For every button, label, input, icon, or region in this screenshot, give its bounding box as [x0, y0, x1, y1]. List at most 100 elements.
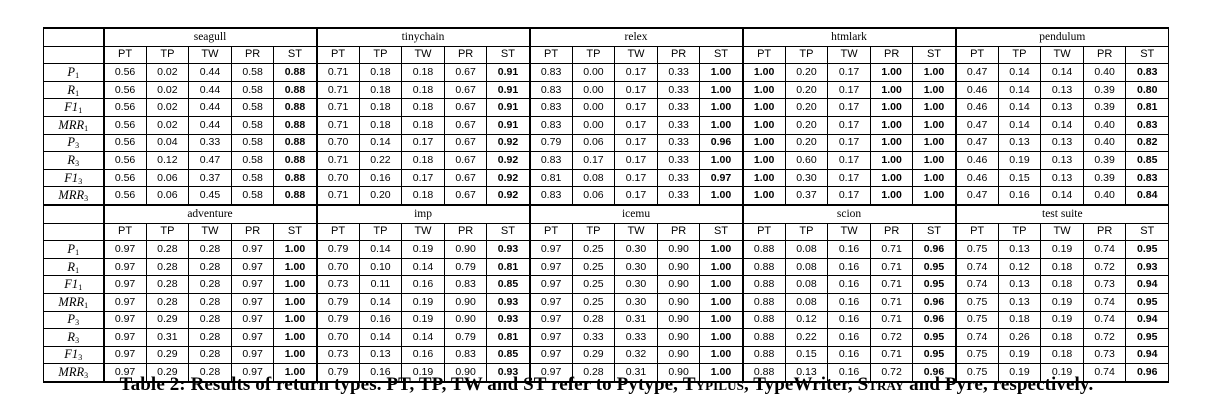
table-cell: 0.88: [741, 345, 786, 365]
table-cell: 0.47: [954, 186, 999, 206]
table-cell: 0.20: [784, 98, 829, 117]
row-label: P1: [43, 63, 105, 82]
table-cell: 0.16: [827, 310, 871, 330]
table-caption: Table 2: Results of return types. PT, TP…: [0, 374, 1213, 396]
table-cell: 0.17: [827, 98, 871, 117]
project-header: tinychain: [315, 27, 531, 47]
table-cell: 0.47: [188, 151, 232, 170]
table-cell: 0.44: [188, 80, 232, 100]
column-header: TP: [571, 45, 616, 65]
column-header: PT: [528, 45, 573, 65]
table-cell: 0.18: [358, 98, 403, 117]
table-cell: 0.97: [699, 168, 744, 188]
table-cell: 0.58: [230, 133, 275, 153]
table-cell: 0.95: [912, 328, 957, 347]
table-cell: 0.67: [443, 168, 488, 188]
table-cell: 0.70: [315, 133, 360, 153]
table-cell: 0.97: [103, 240, 147, 259]
table-cell: 0.94: [1125, 310, 1170, 330]
table-cell: 0.96: [912, 292, 957, 312]
row-metric-subscript: 3: [75, 335, 80, 345]
table-cell: 0.28: [188, 328, 232, 347]
table-cell: 0.79: [315, 292, 360, 312]
project-header: htmlark: [741, 27, 957, 47]
table-cell: 0.56: [103, 151, 147, 170]
table-cell: 0.17: [827, 168, 871, 188]
column-header: PR: [656, 222, 701, 242]
table-cell: 0.97: [230, 328, 275, 347]
table-cell: 0.95: [1125, 240, 1170, 259]
table-cell: 0.28: [188, 275, 232, 294]
table-cell: 0.30: [784, 168, 829, 188]
table-cell: 0.92: [486, 133, 531, 153]
table-cell: 0.18: [401, 186, 445, 206]
table-cell: 0.39: [1082, 168, 1127, 188]
table-cell: 0.85: [486, 345, 531, 365]
table-cell: 0.73: [315, 345, 360, 365]
row-metric: F1: [64, 170, 79, 185]
row-metric: MRR: [58, 188, 85, 203]
table-cell: 0.33: [656, 151, 701, 170]
table-cell: 0.97: [528, 275, 573, 294]
table-cell: 0.81: [528, 168, 573, 188]
table-cell: 0.39: [1082, 80, 1127, 100]
table-cell: 0.30: [614, 275, 658, 294]
table-cell: 0.83: [528, 115, 573, 135]
table-cell: 1.00: [912, 133, 957, 153]
table-cell: 1.00: [869, 168, 914, 188]
table-cell: 0.92: [486, 186, 531, 206]
project-header: test suite: [954, 203, 1170, 224]
table-cell: 0.13: [1040, 168, 1084, 188]
table-cell: 0.83: [443, 345, 488, 365]
table-cell: 1.00: [912, 168, 957, 188]
table-cell: 0.13: [1040, 98, 1084, 117]
table-cell: 0.12: [145, 151, 190, 170]
table-cell: 1.00: [912, 63, 957, 82]
table-cell: 0.46: [954, 151, 999, 170]
table-cell: 1.00: [912, 186, 957, 206]
table-cell: 0.28: [145, 257, 190, 277]
table-cell: 0.19: [401, 240, 445, 259]
row-label: F13: [43, 168, 105, 188]
table-cell: 0.74: [954, 328, 999, 347]
table-cell: 0.95: [912, 275, 957, 294]
table-cell: 0.25: [571, 240, 616, 259]
table-cell: 0.20: [358, 186, 403, 206]
table-cell: 0.70: [315, 257, 360, 277]
table-cell: 0.71: [315, 151, 360, 170]
row-metric: F1: [64, 347, 79, 362]
table-cell: 0.18: [358, 80, 403, 100]
table-cell: 0.93: [1125, 257, 1170, 277]
table-cell: 0.88: [741, 275, 786, 294]
table-cell: 0.17: [614, 168, 658, 188]
table-row: MRR3 0.56 0.06 0.45 0.58 0.88 0.71 0.20 0.18 0.67…: [43, 186, 1170, 206]
table-cell: 1.00: [869, 151, 914, 170]
table-cell: 0.18: [401, 151, 445, 170]
table-cell: 0.18: [1040, 257, 1084, 277]
table-row: R3 0.56 0.12 0.47 0.58 0.88 0.71 0.22 0.18 0.67 0.…: [43, 151, 1170, 170]
table-cell: 1.00: [869, 63, 914, 82]
column-header: PR: [869, 222, 914, 242]
table-cell: 0.97: [528, 257, 573, 277]
table-cell: 0.18: [401, 63, 445, 82]
column-header: TW: [1040, 222, 1084, 242]
table-cell: 1.00: [699, 115, 744, 135]
table-cell: 0.83: [528, 63, 573, 82]
table-cell: 0.33: [571, 328, 616, 347]
table-cell: 0.97: [230, 310, 275, 330]
row-label: P3: [43, 133, 105, 153]
table-cell: 1.00: [273, 292, 318, 312]
column-header: PR: [1082, 45, 1127, 65]
table-cell: 0.33: [656, 80, 701, 100]
column-header: PT: [954, 45, 999, 65]
table-cell: 0.81: [1125, 98, 1170, 117]
table-cell: 0.75: [954, 345, 999, 365]
table-cell: 0.02: [145, 80, 190, 100]
table-cell: 0.17: [614, 80, 658, 100]
results-table-container: seagull tinychain relex htmlark pendulum PT TP…: [43, 27, 1170, 383]
table-cell: 0.28: [188, 292, 232, 312]
table-cell: 1.00: [741, 98, 786, 117]
table-cell: 0.83: [1125, 115, 1170, 135]
table-cell: 0.73: [1082, 345, 1127, 365]
table-cell: 0.31: [145, 328, 190, 347]
